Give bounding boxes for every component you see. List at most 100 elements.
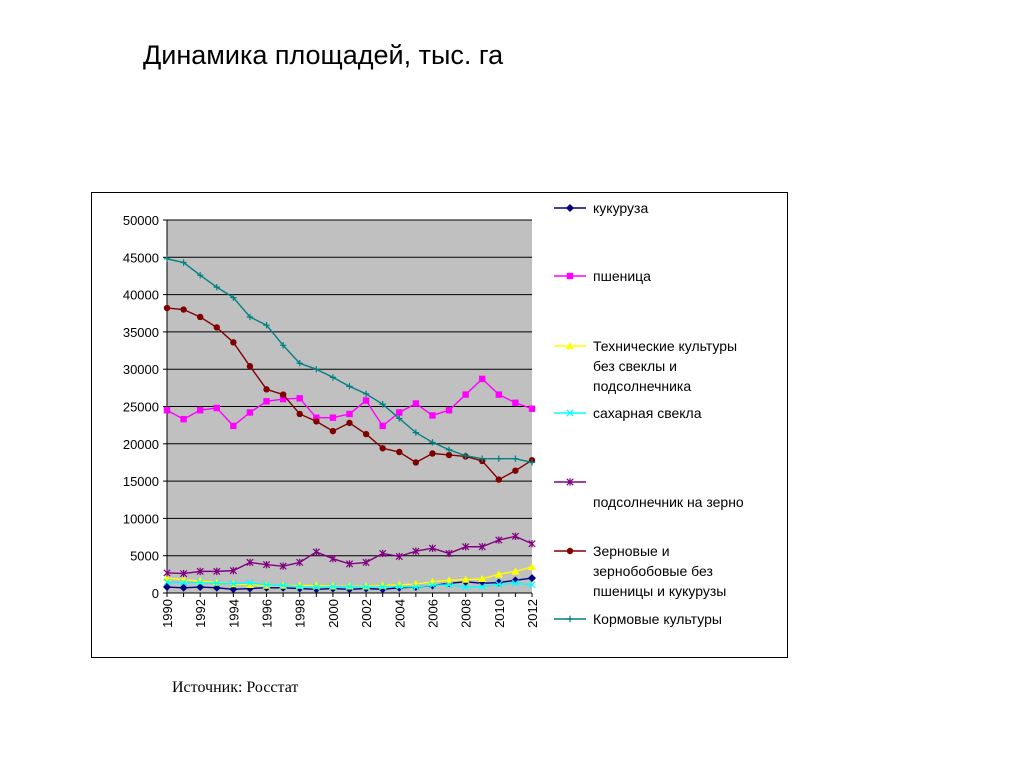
data-point <box>494 578 503 587</box>
data-point <box>412 583 420 591</box>
data-point <box>429 412 436 419</box>
data-point <box>362 397 370 404</box>
data-point <box>179 578 188 587</box>
data-point <box>279 562 287 570</box>
data-point <box>262 560 271 569</box>
data-point <box>196 583 205 592</box>
data-point <box>346 410 353 418</box>
legend-entry: подсолнечник на зерно <box>554 478 744 510</box>
data-point <box>362 582 371 590</box>
data-point <box>566 478 574 486</box>
data-point <box>313 414 320 421</box>
data-point <box>229 580 237 588</box>
data-point <box>395 583 403 591</box>
data-point <box>566 547 574 555</box>
y-tick-label: 35000 <box>123 325 159 340</box>
legend-label: сахарная свекла <box>593 405 702 421</box>
data-point <box>566 204 574 212</box>
data-point <box>246 409 254 416</box>
y-tick-label: 10000 <box>123 511 159 526</box>
data-point <box>279 391 287 398</box>
data-point <box>512 399 519 406</box>
data-point <box>512 467 519 474</box>
data-point <box>196 567 204 576</box>
data-point <box>495 476 503 483</box>
data-point <box>213 404 220 412</box>
data-point <box>296 360 303 367</box>
data-point <box>312 548 320 556</box>
legend-label: без свеклы и <box>593 358 677 374</box>
data-point <box>329 554 337 563</box>
data-point <box>495 536 503 544</box>
data-point <box>528 459 536 466</box>
data-point <box>263 398 270 405</box>
series-2 <box>163 375 536 430</box>
y-tick-label: 30000 <box>123 362 159 377</box>
data-point <box>246 363 254 370</box>
data-point <box>566 409 574 417</box>
data-point <box>396 415 403 422</box>
source-note: Источник: Росстат <box>172 679 299 696</box>
data-point <box>346 383 353 390</box>
data-point <box>179 569 188 578</box>
data-point <box>566 272 574 280</box>
data-point <box>180 306 187 313</box>
legend-label: подсолнечник на зерно <box>593 494 744 510</box>
data-point <box>246 558 254 567</box>
data-point <box>495 391 503 398</box>
series-group <box>163 255 536 594</box>
data-point <box>445 581 453 589</box>
x-tick-label: 2000 <box>326 599 341 628</box>
grid-lines <box>167 219 532 594</box>
data-point <box>445 549 453 558</box>
data-point <box>445 407 453 414</box>
data-point <box>478 543 486 551</box>
data-point <box>313 366 320 373</box>
data-point <box>512 455 519 462</box>
data-point <box>246 313 254 321</box>
legend-label: пшеница <box>593 268 651 284</box>
data-point <box>362 390 370 398</box>
data-point <box>395 552 403 561</box>
x-tick-label: 2006 <box>425 599 440 628</box>
data-point <box>163 255 171 262</box>
y-tick-label: 50000 <box>123 213 159 228</box>
data-point <box>528 574 536 583</box>
data-point <box>163 578 171 586</box>
data-point <box>246 579 254 587</box>
y-tick-label: 25000 <box>123 400 159 415</box>
y-tick-label: 5000 <box>130 549 159 564</box>
data-point <box>495 580 503 589</box>
data-point <box>230 422 237 430</box>
data-point <box>412 459 420 466</box>
legend-entry: пшеница <box>554 268 651 284</box>
data-point <box>412 400 420 407</box>
x-tick-label: 1990 <box>160 599 175 628</box>
data-point <box>511 567 520 575</box>
data-point <box>296 410 303 418</box>
data-point <box>495 455 503 462</box>
data-point <box>180 259 187 266</box>
data-point <box>428 581 437 589</box>
data-point <box>396 409 403 416</box>
data-point <box>379 401 386 408</box>
data-point <box>429 439 436 446</box>
data-point <box>196 578 204 587</box>
data-point <box>163 304 171 312</box>
data-point <box>263 321 270 329</box>
y-tick-label: 20000 <box>123 437 159 452</box>
data-point <box>445 576 454 584</box>
data-point <box>230 339 237 346</box>
data-point <box>279 581 287 590</box>
legend-label: кукуруза <box>593 200 648 216</box>
data-point <box>196 407 204 414</box>
y-tick-label: 15000 <box>123 474 159 489</box>
data-point <box>412 547 420 555</box>
data-point <box>461 575 470 583</box>
legend-entry: кукуруза <box>554 200 648 216</box>
data-point <box>296 558 304 567</box>
y-tick-label: 40000 <box>123 288 159 303</box>
data-point <box>362 583 370 591</box>
legend-label: пшеницы и кукурузы <box>593 583 726 599</box>
data-point <box>494 570 503 578</box>
